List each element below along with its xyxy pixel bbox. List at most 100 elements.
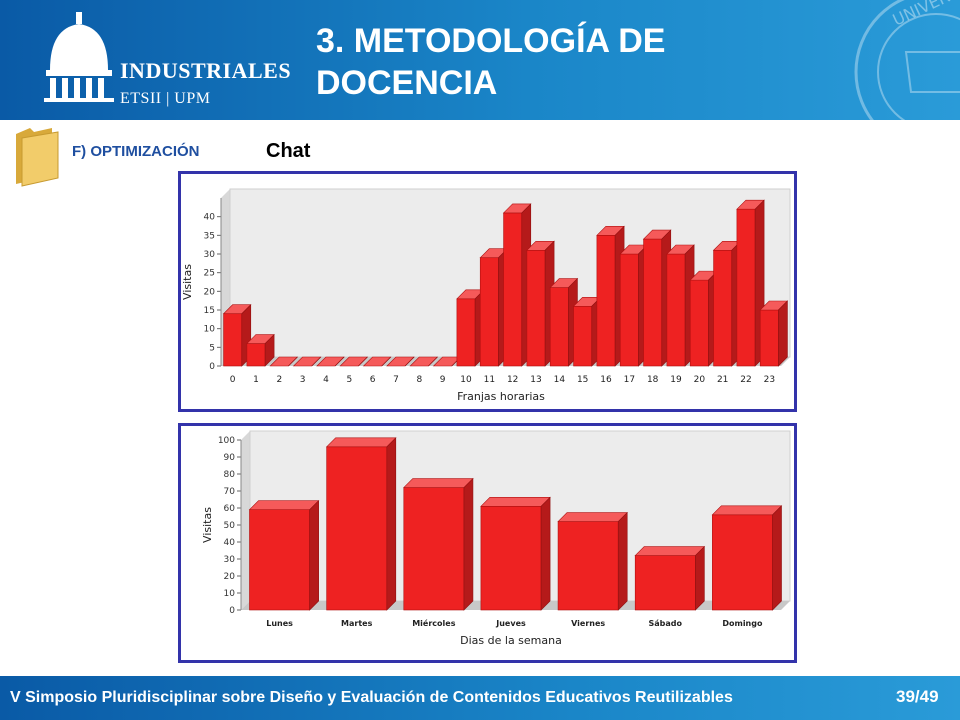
y-tick-label: 25 (204, 269, 215, 279)
bar-front (689, 279, 709, 367)
bar-side (334, 356, 345, 367)
y-tick-label: 60 (224, 504, 236, 514)
bar-front (573, 305, 593, 367)
x-axis-label: Dias de la semana (460, 634, 562, 647)
bar-front (596, 235, 616, 367)
bar-2-Martes (325, 437, 397, 611)
x-tick-label: 22 (740, 375, 751, 385)
x-tick-label: 21 (717, 375, 728, 385)
x-tick-label: 16 (600, 375, 612, 385)
x-tick-label: 12 (507, 375, 518, 385)
bar-2-Viernes (557, 511, 628, 611)
y-tick-label: 5 (209, 343, 215, 353)
bar-front (246, 343, 266, 367)
bar-1-23 (759, 300, 789, 367)
bar-front (403, 487, 465, 611)
x-tick-label: 23 (764, 375, 775, 385)
bar-front (634, 555, 696, 611)
x-tick-label: Jueves (495, 619, 526, 628)
bar-front (666, 253, 686, 367)
bar-side (428, 356, 438, 367)
x-tick-label: Sábado (649, 619, 683, 628)
x-axis-label: Franjas horarias (457, 390, 545, 403)
footer-text: V Simposio Pluridisciplinar sobre Diseño… (10, 689, 733, 706)
bar-top (248, 500, 320, 510)
bar-side (311, 356, 321, 367)
x-tick-label: 17 (624, 375, 635, 385)
bar-top (557, 512, 628, 522)
x-tick-label: 13 (530, 375, 541, 385)
x-tick-label: 3 (300, 375, 306, 385)
x-tick-label: 2 (276, 375, 282, 385)
bar-side (695, 545, 705, 611)
bar-1-12 (502, 203, 532, 367)
footer-bar: V Simposio Pluridisciplinar sobre Diseño… (0, 676, 960, 720)
bar-side (386, 437, 397, 611)
weekday-visits-chart: 0 10 20 30 40 50 60 70 80 90 100 Lunes Martes Miércol… (178, 423, 797, 663)
bar-side (309, 499, 319, 611)
bar-front (736, 208, 756, 367)
bar-top (480, 497, 551, 507)
x-tick-label: 20 (694, 375, 706, 385)
y-axis-label: Visitas (181, 264, 194, 300)
y-tick-label: 80 (224, 470, 236, 480)
x-tick-label: 19 (670, 375, 682, 385)
bar-top (325, 437, 397, 448)
bar-side (617, 511, 628, 611)
y-tick-label: 15 (204, 306, 215, 316)
bar-top (634, 546, 706, 556)
bar-front (480, 506, 542, 611)
bar-side (463, 477, 474, 611)
y-tick-label: 30 (204, 250, 216, 260)
bar-2-Lunes (248, 499, 320, 611)
x-tick-label: 4 (323, 375, 329, 385)
bar-front (549, 287, 569, 367)
y-tick-label: 50 (224, 521, 236, 531)
y-tick-label: 90 (224, 453, 236, 463)
dome-logo-icon (44, 12, 114, 102)
bar-1-5 (339, 356, 369, 367)
x-tick-label: 0 (230, 375, 236, 385)
university-seal-icon: UNIVERSIDAD (854, 0, 960, 120)
y-tick-label: 40 (204, 213, 216, 223)
bar-front (326, 446, 388, 611)
logo-wordmark: INDUSTRIALES (120, 58, 292, 83)
bar-front (526, 249, 546, 367)
y-tick-label: 10 (204, 325, 216, 335)
y-tick-label: 30 (224, 555, 236, 565)
bar-side (264, 333, 275, 367)
bar-1-3 (292, 356, 322, 367)
bar-2-Miércoles (403, 477, 474, 611)
x-tick-label: 18 (647, 375, 659, 385)
bar-front (643, 238, 663, 367)
hourly-visits-chart: 0 5 10 15 20 25 30 35 40 0 1 2 3 4 5 6 7 8 9 10 11 12 13 14 15 16… (178, 171, 797, 412)
x-tick-label: 10 (460, 375, 472, 385)
bar-1-8 (409, 356, 439, 367)
x-tick-label: 11 (484, 375, 495, 385)
x-tick-label: Martes (341, 619, 373, 628)
section-topic: Chat (266, 140, 311, 162)
bar-front (712, 514, 773, 611)
x-tick-label: 8 (416, 375, 422, 385)
x-tick-label: Lunes (266, 619, 293, 628)
bar-1-4 (316, 356, 345, 367)
bar-2-Jueves (480, 496, 551, 611)
bar-1-6 (362, 356, 392, 367)
bar-front (249, 509, 310, 611)
bar-front (713, 249, 733, 367)
x-tick-label: 7 (393, 375, 399, 385)
y-tick-label: 70 (224, 487, 236, 497)
bar-front (223, 313, 243, 367)
header-banner: INDUSTRIALES ETSII | UPM 3. METODOLOGÍA … (0, 0, 960, 120)
bar-front (759, 309, 779, 367)
folder-icon (16, 128, 59, 187)
x-tick-label: Miércoles (412, 618, 455, 628)
x-tick-label: 9 (440, 375, 446, 385)
y-axis-label: Visitas (201, 507, 214, 543)
bar-side (404, 356, 415, 367)
bar-1-22 (736, 199, 765, 367)
x-tick-label: 1 (253, 375, 259, 385)
x-tick-label: 15 (577, 375, 588, 385)
bar-1-2 (269, 356, 299, 367)
